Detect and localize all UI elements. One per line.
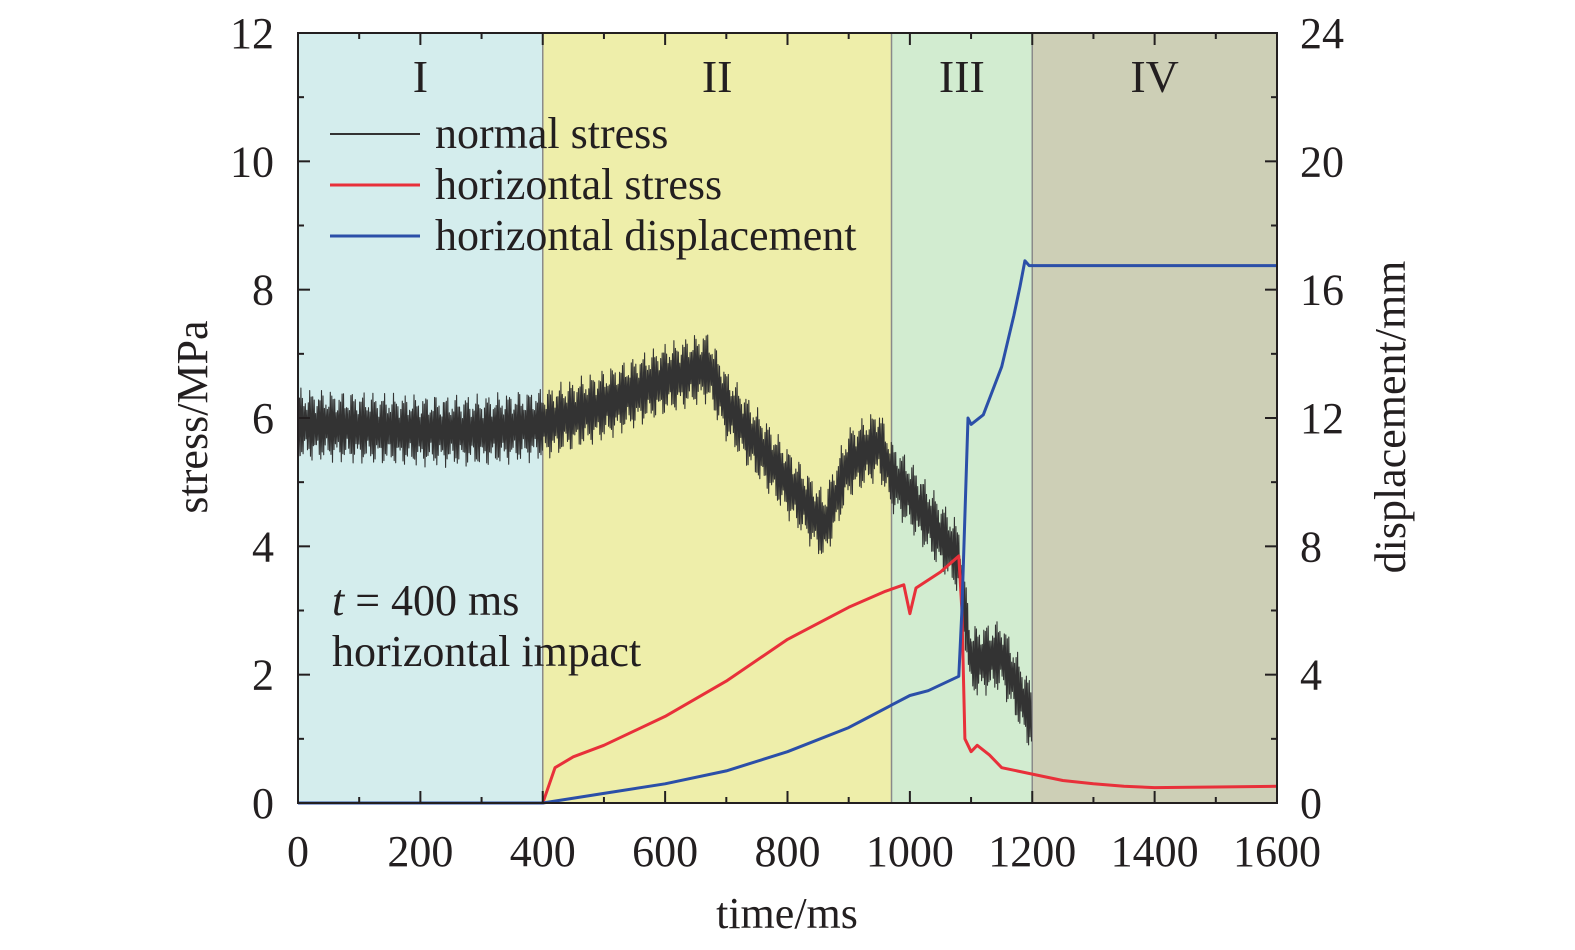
series-line-normal-stress xyxy=(297,334,1033,746)
y-axis-right-title: displacement/mm xyxy=(1366,261,1415,574)
legend-label-horizontal-displacement: horizontal displacement xyxy=(435,211,857,260)
x-tick-label: 1000 xyxy=(866,827,954,876)
legend-label-normal-stress: normal stress xyxy=(435,109,668,158)
series-line-horizontal-stress xyxy=(298,554,1278,805)
y-left-tick-label: 6 xyxy=(252,394,274,443)
y-axis-left-title: stress/MPa xyxy=(168,320,217,513)
series-layer xyxy=(297,259,1278,805)
stage-label-1: I xyxy=(413,51,428,102)
annotation-line-2: horizontal impact xyxy=(332,627,641,676)
stage-label-2: II xyxy=(702,51,733,102)
x-tick-label: 400 xyxy=(510,827,576,876)
y-right-tick-label: 24 xyxy=(1300,9,1344,58)
annotation-variable: t xyxy=(332,576,346,625)
annotation-value: = 400 ms xyxy=(344,576,519,625)
y-left-tick-label: 8 xyxy=(252,266,274,315)
ticks-layer xyxy=(297,32,1278,804)
y-left-tick-label: 0 xyxy=(252,779,274,828)
labels-layer: I II III IV0 200 400 600 800 1000 1200 1400 1600024… xyxy=(230,9,1344,876)
y-right-tick-label: 4 xyxy=(1300,651,1322,700)
x-tick-label: 1200 xyxy=(988,827,1076,876)
legend: normal stress horizontal stress horizont… xyxy=(330,109,857,260)
x-tick-label: 1400 xyxy=(1111,827,1199,876)
x-tick-label: 600 xyxy=(632,827,698,876)
stage-region-4 xyxy=(1032,33,1277,803)
y-right-tick-label: 0 xyxy=(1300,779,1322,828)
x-tick-label: 800 xyxy=(755,827,821,876)
y-right-tick-label: 16 xyxy=(1300,266,1344,315)
annotation: t = 400 ms horizontal impact xyxy=(332,576,641,676)
stage-label-4: IV xyxy=(1130,51,1179,102)
x-tick-label: 200 xyxy=(387,827,453,876)
y-right-tick-label: 12 xyxy=(1300,394,1344,443)
series-line-horizontal-displacement xyxy=(298,259,1277,805)
annotation-line-1: t = 400 ms xyxy=(332,576,519,625)
x-tick-label: 1600 xyxy=(1233,827,1321,876)
legend-label-horizontal-stress: horizontal stress xyxy=(435,160,722,209)
y-left-tick-label: 4 xyxy=(252,522,274,571)
y-right-tick-label: 8 xyxy=(1300,522,1322,571)
y-left-tick-label: 12 xyxy=(230,9,274,58)
y-left-tick-label: 2 xyxy=(252,651,274,700)
stage-label-3: III xyxy=(939,51,985,102)
y-right-tick-label: 20 xyxy=(1300,137,1344,186)
y-left-tick-label: 10 xyxy=(230,137,274,186)
x-axis-title: time/ms xyxy=(716,889,858,938)
x-tick-label: 0 xyxy=(287,827,309,876)
